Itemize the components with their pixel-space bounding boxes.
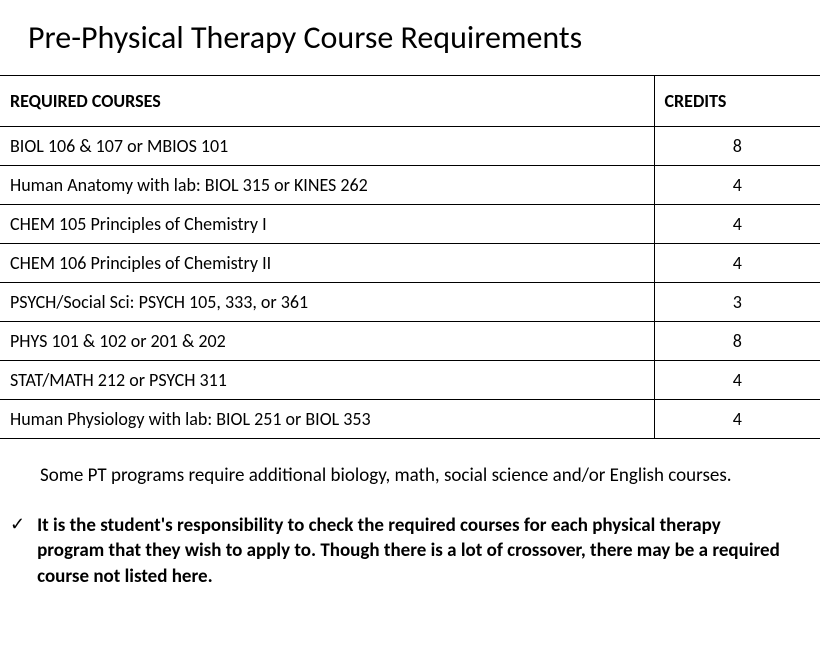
credits-cell: 4 xyxy=(654,361,820,400)
table-header-row: REQUIRED COURSES CREDITS xyxy=(0,76,820,127)
header-required-courses: REQUIRED COURSES xyxy=(0,76,654,127)
course-cell: PHYS 101 & 102 or 201 & 202 xyxy=(0,322,654,361)
page-title: Pre-Physical Therapy Course Requirements xyxy=(28,18,820,57)
table-row: CHEM 106 Principles of Chemistry II 4 xyxy=(0,244,820,283)
credits-cell: 8 xyxy=(654,322,820,361)
header-credits: CREDITS xyxy=(654,76,820,127)
note-additional-courses: Some PT programs require additional biol… xyxy=(40,463,780,489)
credits-cell: 4 xyxy=(654,244,820,283)
course-cell: Human Anatomy with lab: BIOL 315 or KINE… xyxy=(0,166,654,205)
note-responsibility-wrap: ✓ It is the student's responsibility to … xyxy=(10,513,780,590)
table-row: BIOL 106 & 107 or MBIOS 101 8 xyxy=(0,127,820,166)
table-row: PHYS 101 & 102 or 201 & 202 8 xyxy=(0,322,820,361)
credits-cell: 4 xyxy=(654,400,820,439)
credits-cell: 4 xyxy=(654,205,820,244)
table-row: CHEM 105 Principles of Chemistry I 4 xyxy=(0,205,820,244)
notes-section: Some PT programs require additional biol… xyxy=(40,463,780,590)
table-row: Human Physiology with lab: BIOL 251 or B… xyxy=(0,400,820,439)
course-cell: CHEM 105 Principles of Chemistry I xyxy=(0,205,654,244)
course-cell: CHEM 106 Principles of Chemistry II xyxy=(0,244,654,283)
table-row: STAT/MATH 212 or PSYCH 311 4 xyxy=(0,361,820,400)
course-cell: Human Physiology with lab: BIOL 251 or B… xyxy=(0,400,654,439)
table-row: PSYCH/Social Sci: PSYCH 105, 333, or 361… xyxy=(0,283,820,322)
credits-cell: 3 xyxy=(654,283,820,322)
course-cell: PSYCH/Social Sci: PSYCH 105, 333, or 361 xyxy=(0,283,654,322)
note-responsibility: It is the student's responsibility to ch… xyxy=(37,513,780,590)
credits-cell: 8 xyxy=(654,127,820,166)
checkmark-icon: ✓ xyxy=(10,513,25,536)
requirements-table: REQUIRED COURSES CREDITS BIOL 106 & 107 … xyxy=(0,75,820,439)
table-row: Human Anatomy with lab: BIOL 315 or KINE… xyxy=(0,166,820,205)
credits-cell: 4 xyxy=(654,166,820,205)
course-cell: BIOL 106 & 107 or MBIOS 101 xyxy=(0,127,654,166)
course-cell: STAT/MATH 212 or PSYCH 311 xyxy=(0,361,654,400)
